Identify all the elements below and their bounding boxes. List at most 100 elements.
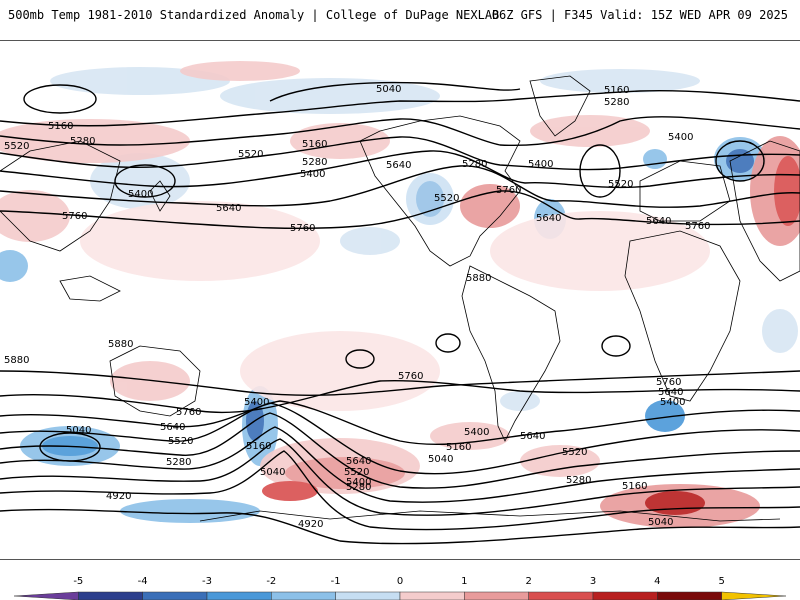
contour-label: 5160: [446, 442, 471, 453]
greenland-outline: [529, 75, 591, 137]
contour-labels: 5040 5160 5280 5160 5280 5520 5160 5280 …: [4, 84, 710, 530]
legend-color-segment: [592, 591, 658, 600]
legend-color-segment: [464, 591, 529, 600]
legend-color-segment: [78, 591, 143, 600]
contour-label: 5400: [464, 427, 489, 438]
contour-label: 4920: [298, 519, 323, 530]
contour-closed-south-pacific: [345, 349, 375, 369]
europe-outline: [639, 160, 731, 222]
legend-color-segment: [271, 591, 336, 600]
contour-5400-north: [0, 136, 800, 171]
legend-color-segment: [399, 591, 465, 600]
contour-5520-south: [0, 402, 800, 475]
contour-label: 5280: [462, 159, 487, 170]
contour-label: 5400: [660, 397, 685, 408]
contour-label: 5160: [622, 481, 647, 492]
contour-label: 5640: [646, 216, 671, 227]
map-title: 500mb Temp 1981-2010 Standardized Anomal…: [8, 8, 500, 22]
legend-tick-label: -1: [331, 576, 341, 587]
contour-label: 5280: [566, 475, 591, 486]
color-legend: -5 -4 -3 -2 -1 0 1 2 3 4 5: [0, 570, 800, 600]
contour-5160-north: [0, 90, 800, 127]
legend-tick-label: -5: [73, 576, 83, 587]
contour-label: 5880: [108, 339, 133, 350]
contour-label: 5160: [604, 85, 629, 96]
contour-label: 5640: [346, 456, 371, 467]
legend-color-segment: [142, 591, 208, 600]
contour-label: 5640: [216, 203, 241, 214]
legend-tick-label: -4: [138, 576, 148, 587]
contour-label: 5880: [4, 355, 29, 366]
contour-label: 5400: [668, 132, 693, 143]
contour-5280-north: [0, 116, 800, 147]
legend-tick-label: -2: [266, 576, 276, 587]
contour-label: 4920: [106, 491, 131, 502]
contour-label: 5520: [434, 193, 459, 204]
contour-label: 5160: [48, 121, 73, 132]
legend-tick-label: 5: [718, 576, 724, 587]
contour-label: 5040: [66, 425, 91, 436]
contour-label: 5520: [238, 149, 263, 160]
contour-label: 5640: [160, 422, 185, 433]
legend-tick-label: 3: [590, 576, 596, 587]
legend-color-segment: [206, 591, 272, 600]
contour-5160-south: [0, 438, 800, 516]
contour-label: 5760: [62, 211, 87, 222]
contour-label: 5400: [528, 159, 553, 170]
legend-bar: -5 -4 -3 -2 -1 0 1 2 3 4 5: [13, 576, 787, 600]
contour-5640-south: [0, 400, 800, 446]
eurasia-east-outline: [0, 140, 121, 252]
contour-label: 5400: [346, 477, 371, 488]
contour-5640-north: [0, 165, 800, 208]
contour-5760-north: [0, 190, 800, 230]
contour-closed-atlantic: [435, 333, 461, 353]
contour-label: 5760: [496, 185, 521, 196]
contour-label: 5280: [302, 157, 327, 168]
contour-5760-south: [0, 379, 800, 414]
contour-label: 5280: [166, 457, 191, 468]
positive-anomaly-shading: [0, 61, 800, 528]
model-valid-time: 06Z GFS | F345 Valid: 15Z WED APR 09 202…: [491, 8, 788, 22]
contour-label: 5040: [376, 84, 401, 95]
contour-label: 5400: [128, 189, 153, 200]
contour-label: 5640: [658, 387, 683, 398]
legend-tick-label: 2: [525, 576, 531, 587]
legend-tick-label: 0: [397, 576, 403, 587]
africa-outline: [624, 230, 741, 402]
indonesia-outline: [59, 275, 121, 302]
contour-closed-indian: [601, 335, 631, 357]
south-america-outline: [461, 265, 561, 442]
contour-4920-south: [0, 508, 800, 545]
legend-tick-label: 1: [461, 576, 467, 587]
coastlines: [0, 75, 800, 522]
contour-label: 5040: [260, 467, 285, 478]
asia-east-outline: [729, 140, 800, 282]
contour-label: 5040: [648, 517, 673, 528]
contour-label: 5280: [70, 136, 95, 147]
contour-label: 5760: [656, 377, 681, 388]
contour-label: 5520: [562, 447, 587, 458]
height-contours: [0, 81, 800, 545]
legend-color-segment: [528, 591, 594, 600]
anomaly-map: 5040 5160 5280 5160 5280 5520 5160 5280 …: [0, 40, 800, 560]
contour-label: 5280: [604, 97, 629, 108]
contour-label: 5280: [346, 482, 371, 493]
contour-label: 5760: [685, 221, 710, 232]
contour-label: 5520: [4, 141, 29, 152]
contour-5400-low-europe: [715, 140, 765, 182]
contour-5880-south: [0, 370, 800, 396]
legend-color-segment: [13, 591, 79, 600]
legend-color-segment: [335, 591, 401, 600]
contour-label: 5520: [168, 436, 193, 447]
legend-color-segment: [657, 591, 722, 600]
contour-label: 5400: [244, 397, 269, 408]
contour-label: 5520: [344, 467, 369, 478]
contour-label: 5520: [608, 179, 633, 190]
contour-label: 5640: [386, 160, 411, 171]
legend-tick-label: 4: [654, 576, 660, 587]
contour-5520-north: [0, 150, 800, 189]
contour-5640-high-atlantic: [579, 144, 621, 198]
contour-label: 5760: [176, 407, 201, 418]
contour-5040-south: [0, 450, 800, 531]
contour-5040-north: [269, 81, 521, 102]
